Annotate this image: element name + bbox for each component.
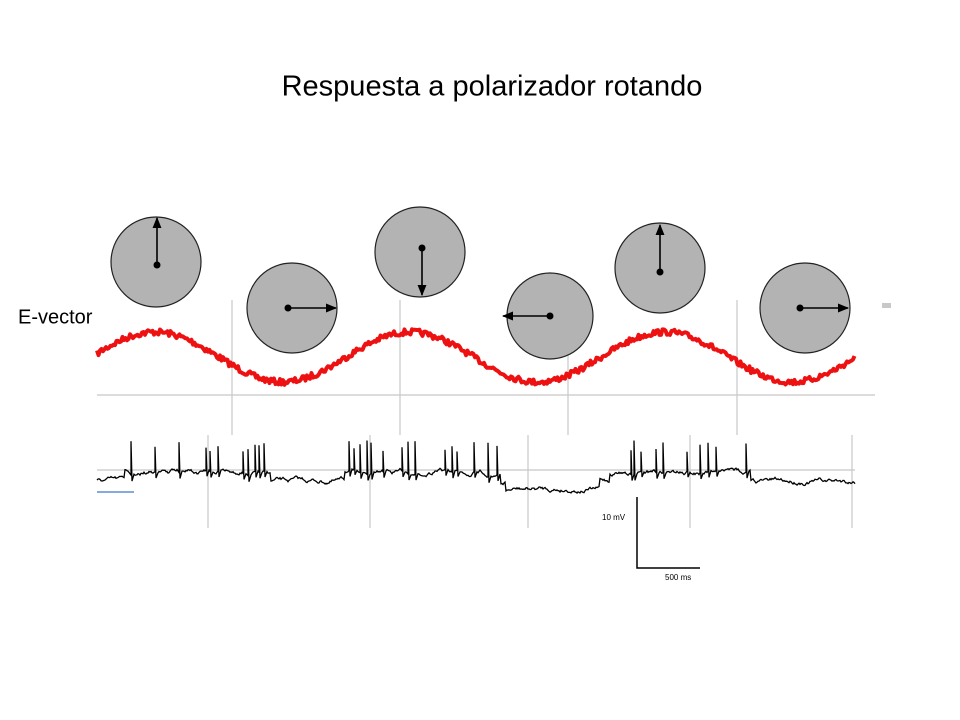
black-panel-grid <box>97 435 855 528</box>
black-trace <box>96 440 856 495</box>
time-scale: 500 ms <box>665 573 691 582</box>
e-vector-label: E-vector <box>18 306 93 328</box>
voltage-scale: 10 mV <box>602 513 626 522</box>
red-trace <box>95 327 857 387</box>
marker <box>882 303 891 308</box>
polarizer-discs <box>110 206 851 360</box>
scale-bar: 10 mV 500 ms <box>602 497 700 582</box>
title: Respuesta a polarizador rotando <box>282 71 703 103</box>
